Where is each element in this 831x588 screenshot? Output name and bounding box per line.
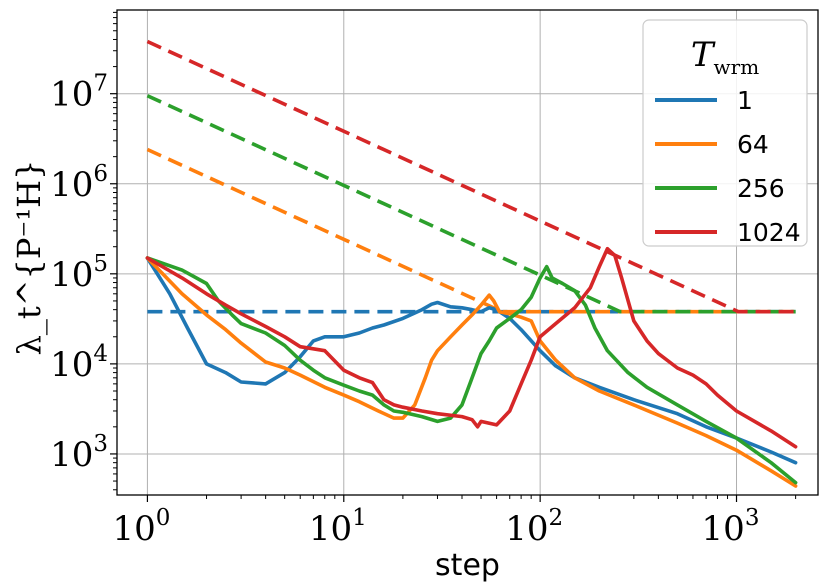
legend-label-64: 64: [737, 130, 769, 159]
legend-label-1024: 1024: [737, 218, 801, 247]
y-tick-label: 104: [50, 341, 108, 385]
y-axis-label: λ_t^{P⁻¹H}: [10, 160, 48, 356]
x-tick-label: 101: [309, 505, 367, 549]
series-1-line: [145, 256, 798, 465]
x-tick-label: 102: [505, 505, 563, 549]
y-tick-label: 105: [50, 251, 108, 295]
legend-label-1: 1: [737, 86, 753, 115]
series-1024-line: [145, 246, 798, 449]
series-1024-dashed-line: [146, 39, 796, 314]
legend: Twrm 1 64 256 1024: [642, 19, 808, 247]
series-256-line: [145, 256, 798, 485]
series-256-dashed-line: [146, 94, 796, 314]
y-tick-label: 106: [50, 161, 108, 205]
x-axis-label: step: [435, 548, 500, 583]
series-layer: [145, 39, 798, 488]
y-axis-label-text: λ_t^{P⁻¹H}: [10, 160, 48, 356]
series-64-dashed-line: [146, 147, 796, 314]
legend-box: [642, 19, 808, 247]
series-64-line: [145, 256, 798, 488]
y-tick-label: 103: [50, 431, 108, 475]
x-tick-label: 100: [112, 505, 170, 549]
plot-frame: [116, 9, 819, 496]
legend-label-256: 256: [737, 174, 785, 203]
y-tick-label: 107: [50, 71, 108, 115]
legend-title: Twrm: [691, 35, 759, 79]
x-tick-label: 103: [702, 505, 760, 549]
ticks: 100 101 102 103 103 104 105 106 107: [50, 11, 797, 549]
